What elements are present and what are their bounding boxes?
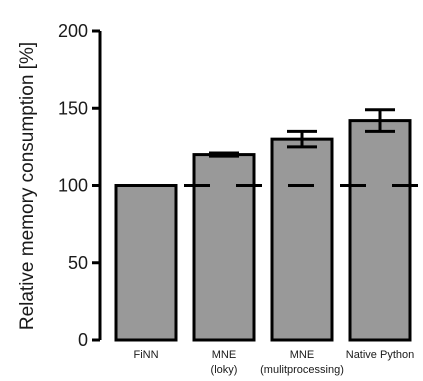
x-tick-label-line: FiNN (133, 349, 158, 361)
y-tick-label: 50 (68, 253, 88, 273)
x-tick-label: MNE (mulitprocessing) (260, 349, 344, 376)
y-ticks: 0 50 100 150 200 (58, 21, 100, 350)
error-bar (209, 151, 239, 158)
x-tick-label-line: MNE (212, 349, 236, 361)
x-tick-label: MNE (loky) (211, 349, 238, 376)
bar (348, 119, 412, 342)
y-tick-label: 100 (58, 176, 88, 196)
y-tick-label: 150 (58, 98, 88, 118)
x-tick-label-line: MNE (290, 349, 314, 361)
error-bars (209, 108, 395, 158)
y-tick-label: 200 (58, 21, 88, 41)
y-axis-label: Relative memory consumption [%] (17, 42, 38, 330)
bar (270, 137, 334, 342)
y-tick-label: 0 (78, 330, 88, 350)
error-bar (365, 108, 395, 133)
bars (114, 119, 412, 342)
x-tick-label-line: Native Python (346, 349, 414, 361)
x-tick-label: FiNN (133, 349, 158, 361)
bar (114, 184, 178, 342)
bar (192, 153, 256, 342)
x-ticks: FiNN MNE (loky) MNE (mulitprocessing)Native … (133, 349, 414, 376)
x-tick-label: Native Python (346, 349, 414, 361)
x-tick-label-line: (loky) (211, 364, 238, 376)
error-bar (287, 129, 317, 149)
x-tick-label-line: (mulitprocessing) (260, 364, 344, 376)
